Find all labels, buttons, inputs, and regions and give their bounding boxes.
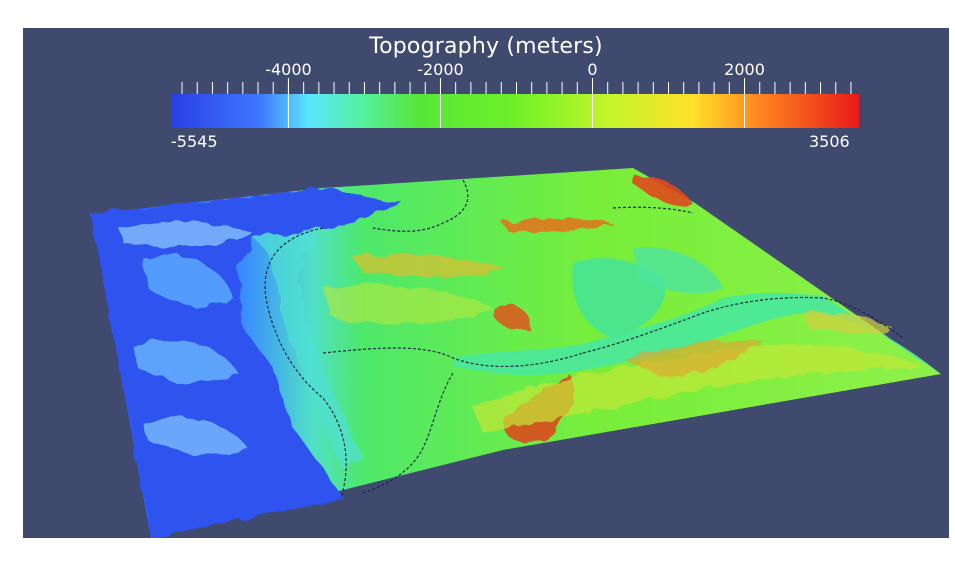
coastline-mediterranean [582, 296, 904, 354]
scene-svg [91, 78, 941, 538]
colorbar-tick-label: -4000 [265, 60, 312, 79]
slope-band [253, 228, 363, 468]
colorbar-ticks [181, 78, 852, 128]
coastline-atlantic [264, 227, 347, 499]
betic-range [493, 305, 529, 330]
colorbar [171, 94, 859, 128]
3d-viewport[interactable]: Topography (meters) -4000 -2000 0 2000 -554… [23, 28, 949, 538]
coastline-africa [362, 372, 454, 494]
terrain-surface [91, 168, 941, 538]
atlas-foothills [473, 344, 923, 433]
shelf-patch-2 [133, 339, 238, 383]
iberian-plateau [323, 284, 493, 324]
coastline-france [372, 179, 469, 232]
colorbar-tick-label: -2000 [417, 60, 464, 79]
colorbar-title: Topography (meters) [369, 34, 603, 59]
pyrenees-range [503, 218, 613, 233]
shelf-patch-4 [118, 221, 253, 247]
colorbar-min-label: -5545 [171, 132, 218, 151]
shelf-patch-1 [143, 255, 233, 307]
atlas-highlands [623, 339, 763, 378]
eastern-ridge [803, 312, 893, 334]
alps-range [635, 175, 695, 207]
shelf-patch-3 [143, 417, 248, 455]
coastline-iberia-south [322, 347, 584, 368]
colorbar-max-label: 3506 [809, 132, 850, 151]
colorbar-tick-label: 2000 [724, 60, 765, 79]
gulf-region [633, 247, 723, 294]
colorbar-tick-label: 0 [587, 60, 598, 79]
central-range [353, 254, 503, 277]
